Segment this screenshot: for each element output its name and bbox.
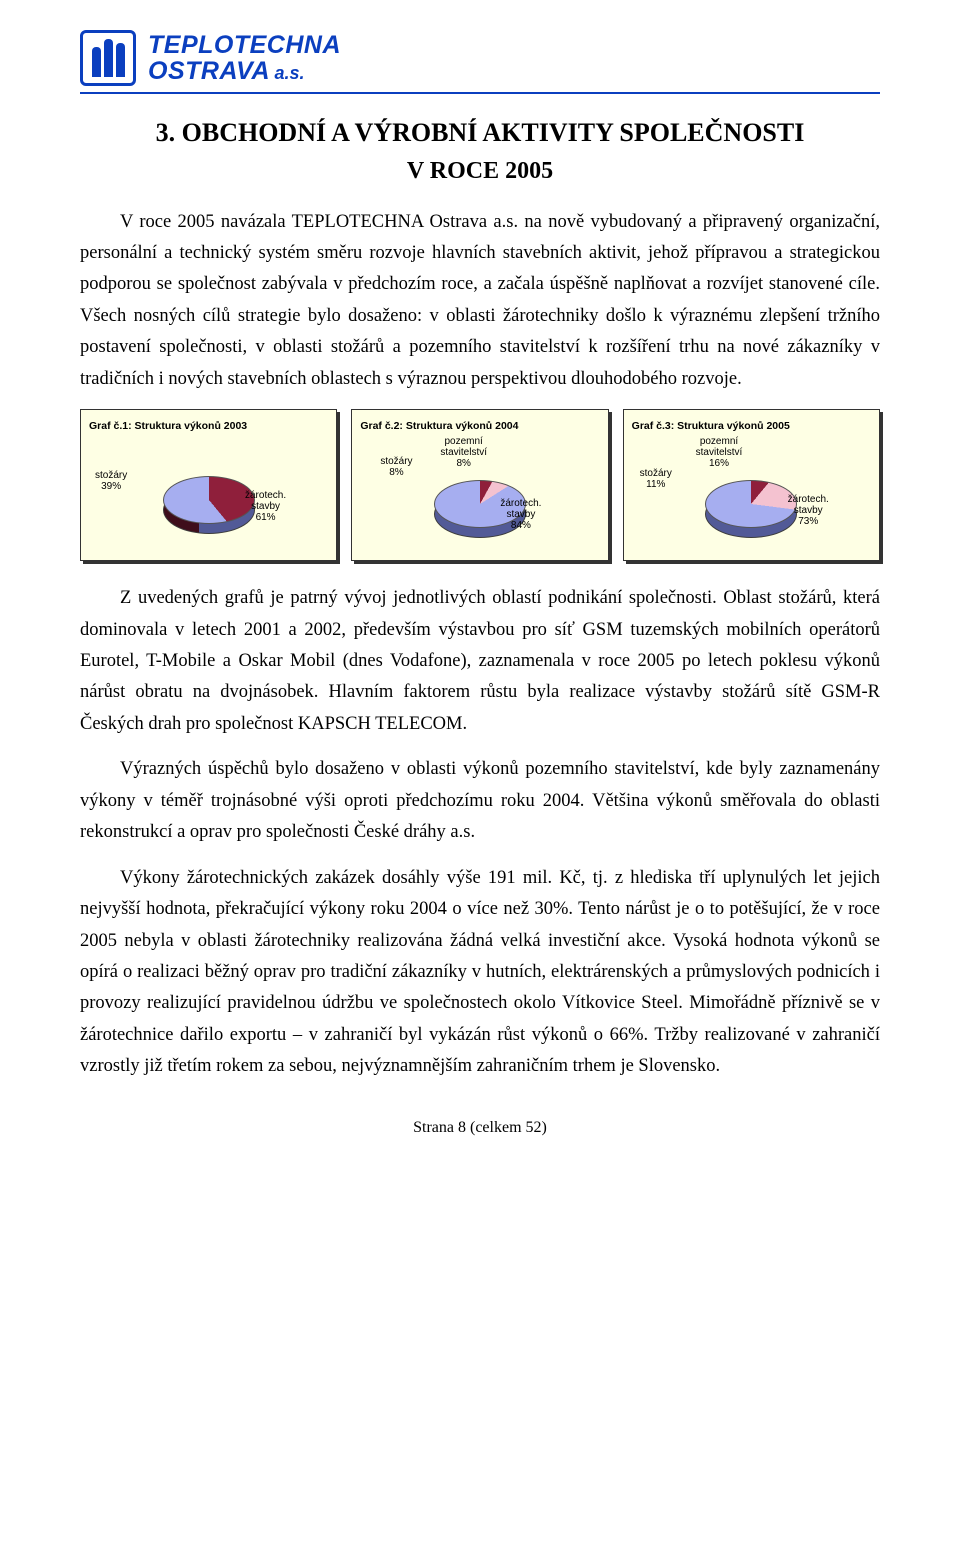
section-title: 3. OBCHODNÍ A VÝROBNÍ AKTIVITY SPOLEČNOS… (80, 118, 880, 148)
paragraph-1: V roce 2005 navázala TEPLOTECHNA Ostrava… (80, 207, 880, 396)
page-footer: Strana 8 (celkem 52) (80, 1119, 880, 1137)
chart-body-2003: stožáry 39% žárotech. stavby 61% (89, 438, 328, 548)
chart3-label-pozemni: pozemní stavitelství 16% (696, 436, 743, 469)
chart3-label-stozary: stožáry 11% (640, 468, 672, 490)
header-divider (80, 92, 880, 94)
brand-logo-icon (80, 30, 136, 86)
chart2-label-zaro: žárotech. stavby 84% (500, 498, 541, 531)
paragraph-2: Z uvedených grafů je patrný vývoj jednot… (80, 583, 880, 740)
brand-header: TEPLOTECHNA OSTRAVA a.s. (80, 30, 880, 86)
chart3-label-zaro: žárotech. stavby 73% (788, 494, 829, 527)
brand-line2: OSTRAVA (148, 57, 270, 85)
paragraph-4: Výkony žárotechnických zakázek dosáhly v… (80, 863, 880, 1083)
chart2-label-pozemni: pozemní stavitelství 8% (440, 436, 487, 469)
chart-card-2004: Graf č.2: Struktura výkonů 2004 stožáry … (351, 409, 608, 561)
charts-row: Graf č.1: Struktura výkonů 2003 stožáry … (80, 409, 880, 561)
chart-title-2003: Graf č.1: Struktura výkonů 2003 (89, 420, 328, 432)
chart-title-2004: Graf č.2: Struktura výkonů 2004 (360, 420, 599, 432)
chart-title-2005: Graf č.3: Struktura výkonů 2005 (632, 420, 871, 432)
chart-body-2005: pozemní stavitelství 16% stožáry 11% žár… (632, 438, 871, 548)
chart-body-2004: stožáry 8% pozemní stavitelství 8% žárot… (360, 438, 599, 548)
brand-text: TEPLOTECHNA OSTRAVA a.s. (148, 32, 341, 85)
brand-line1: TEPLOTECHNA (148, 32, 341, 58)
brand-suffix: a.s. (274, 63, 304, 83)
chart2-label-stozary: stožáry 8% (380, 456, 412, 478)
paragraph-3: Výrazných úspěchů bylo dosaženo v oblast… (80, 754, 880, 848)
section-subtitle: V ROCE 2005 (80, 158, 880, 185)
chart-card-2005: Graf č.3: Struktura výkonů 2005 pozemní … (623, 409, 880, 561)
chart3-pie (705, 480, 797, 528)
chart1-label-zaro: žárotech. stavby 61% (245, 490, 286, 523)
chart-card-2003: Graf č.1: Struktura výkonů 2003 stožáry … (80, 409, 337, 561)
chart1-pie (163, 476, 255, 524)
chart1-label-stozary: stožáry 39% (95, 470, 127, 492)
